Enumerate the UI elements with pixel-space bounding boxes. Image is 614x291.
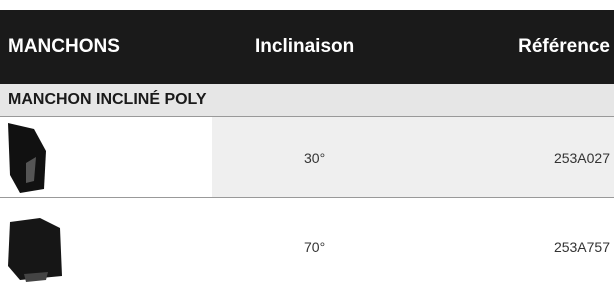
page: MANCHONS Inclinaison Référence MANCHON I… bbox=[0, 0, 614, 291]
table-header: MANCHONS Inclinaison Référence bbox=[0, 10, 614, 84]
cell: 253A027 bbox=[554, 150, 610, 166]
table-row: 30° 253A027 bbox=[0, 117, 614, 198]
header-cell: MANCHONS bbox=[8, 36, 120, 58]
product-image bbox=[0, 216, 80, 291]
product-image bbox=[0, 119, 80, 199]
section-title: MANCHON INCLINÉ POLY bbox=[8, 91, 207, 109]
table-row: 70° 253A757 bbox=[0, 198, 614, 291]
header-cell: Référence bbox=[518, 36, 610, 58]
header-cell: Inclinaison bbox=[255, 36, 354, 58]
cell: 253A757 bbox=[554, 239, 610, 255]
section-row: MANCHON INCLINÉ POLY bbox=[0, 84, 614, 117]
cell: 70° bbox=[304, 239, 325, 255]
cell: 30° bbox=[304, 150, 325, 166]
